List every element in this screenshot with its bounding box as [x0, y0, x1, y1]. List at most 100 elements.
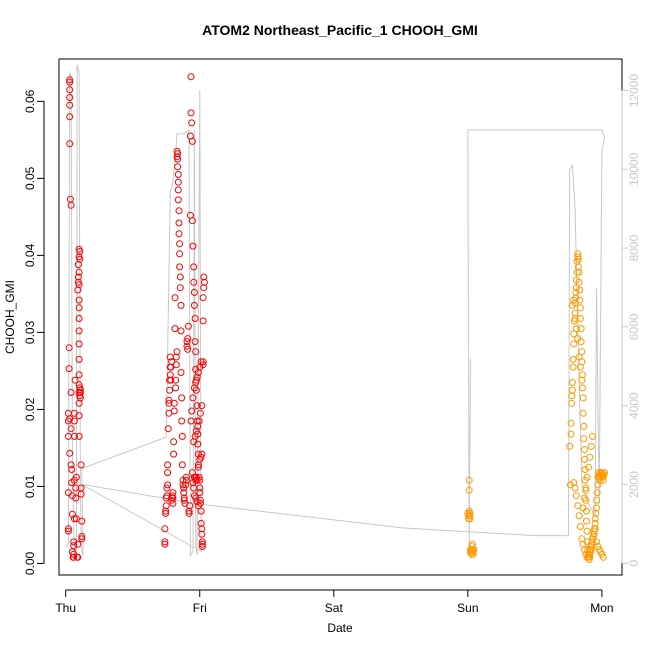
data-point-orange-114 — [576, 523, 584, 530]
data-point-red-125 — [174, 178, 182, 186]
data-point-red-58 — [75, 355, 83, 363]
data-point-red-223 — [192, 427, 200, 435]
data-point-red-77 — [78, 535, 86, 543]
data-point-red-34 — [70, 432, 78, 440]
data-point-orange-143 — [583, 473, 591, 481]
data-point-orange-137 — [575, 353, 583, 361]
data-point-red-230 — [189, 394, 197, 402]
data-point-orange-145 — [586, 453, 594, 461]
data-point-red-182 — [194, 440, 202, 448]
data-point-red-200 — [199, 317, 207, 325]
data-point-red-38 — [72, 494, 80, 502]
data-point-red-70 — [76, 386, 84, 394]
data-point-red-147 — [180, 494, 188, 502]
data-point-orange-136 — [574, 335, 582, 343]
data-point-red-108 — [170, 450, 178, 458]
data-point-red-136 — [177, 301, 185, 309]
data-point-red-53 — [75, 296, 83, 304]
data-point-orange-93 — [594, 481, 602, 489]
data-point-red-216 — [190, 484, 198, 492]
data-point-orange-5 — [465, 476, 473, 484]
data-point-red-139 — [178, 394, 186, 402]
data-point-red-159 — [185, 507, 193, 515]
y2-tick-label-1: 2000 — [627, 471, 641, 498]
data-point-red-169 — [190, 263, 198, 271]
data-point-red-150 — [182, 481, 190, 489]
data-point-red-93 — [165, 396, 173, 404]
data-point-orange-146 — [587, 442, 595, 450]
data-point-orange-57 — [579, 394, 587, 402]
data-point-red-170 — [190, 278, 198, 286]
data-point-red-195 — [198, 538, 206, 546]
data-point-red-112 — [171, 325, 179, 333]
data-point-orange-92 — [593, 489, 601, 497]
data-point-orange-19 — [469, 550, 477, 558]
data-point-red-64 — [75, 432, 83, 440]
y-tick-label-2: 0.02 — [23, 397, 37, 421]
data-point-red-16 — [66, 86, 74, 94]
y-tick-label-5: 0.05 — [23, 166, 37, 190]
data-point-red-110 — [170, 407, 178, 415]
data-point-orange-118 — [582, 550, 590, 558]
data-point-red-1 — [64, 527, 72, 535]
data-point-orange-117 — [581, 546, 588, 554]
data-point-red-138 — [177, 369, 185, 376]
data-point-red-166 — [188, 137, 196, 145]
y2-tick-label-2: 4000 — [627, 392, 641, 419]
data-point-red-214 — [188, 469, 196, 477]
data-point-red-174 — [191, 338, 199, 346]
data-point-orange-46 — [575, 278, 583, 286]
data-point-orange-18 — [470, 546, 478, 554]
data-point-red-233 — [193, 373, 201, 381]
data-point-red-229 — [188, 407, 196, 415]
data-point-orange-144 — [585, 463, 592, 471]
data-point-orange-55 — [579, 371, 586, 379]
y2-tick-label-6: 12000 — [627, 74, 641, 108]
data-point-red-220 — [194, 502, 202, 510]
data-point-red-22 — [68, 466, 76, 473]
data-point-red-37 — [71, 376, 79, 384]
data-point-orange-50 — [576, 315, 584, 322]
y2-tick-label-3: 6000 — [627, 313, 641, 340]
data-point-red-88 — [164, 469, 172, 477]
data-point-red-192 — [197, 519, 205, 527]
data-point-red-89 — [164, 461, 172, 469]
data-point-orange-23 — [567, 419, 575, 427]
data-point-red-190 — [196, 499, 204, 507]
data-point-red-56 — [75, 327, 83, 335]
data-point-red-90 — [164, 425, 172, 433]
y-tick-label-0: 0.00 — [23, 551, 37, 575]
data-point-red-129 — [175, 219, 183, 227]
data-point-orange-60 — [580, 435, 588, 443]
data-point-red-122 — [174, 155, 182, 163]
data-point-red-118 — [173, 348, 181, 356]
data-point-orange-106 — [599, 476, 607, 484]
data-point-red-236 — [197, 358, 205, 366]
data-point-red-52 — [75, 281, 83, 289]
data-point-red-76 — [78, 533, 86, 540]
data-point-red-188 — [196, 489, 204, 497]
data-point-orange-69 — [583, 527, 591, 535]
data-point-red-18 — [67, 201, 75, 209]
data-point-red-225 — [195, 417, 203, 425]
y-tick-label-4: 0.04 — [23, 243, 37, 267]
data-point-red-25 — [68, 510, 76, 518]
data-point-orange-4 — [465, 486, 473, 494]
data-point-orange-8 — [466, 515, 474, 523]
data-point-orange-31 — [570, 330, 578, 338]
data-point-red-114 — [172, 384, 180, 392]
data-point-orange-59 — [580, 422, 588, 430]
data-point-red-143 — [179, 481, 187, 489]
data-point-red-203 — [200, 273, 208, 281]
data-point-orange-43 — [574, 255, 582, 263]
data-point-red-116 — [172, 361, 180, 369]
data-point-orange-25 — [568, 392, 576, 400]
data-point-red-21 — [67, 461, 75, 469]
data-point-red-218 — [192, 494, 200, 502]
data-point-red-172 — [190, 301, 198, 309]
data-point-red-193 — [198, 525, 206, 533]
y-tick-label-6: 0.06 — [23, 89, 37, 113]
data-point-orange-125 — [591, 525, 599, 533]
data-point-red-44 — [74, 540, 82, 548]
data-point-orange-135 — [572, 325, 580, 333]
